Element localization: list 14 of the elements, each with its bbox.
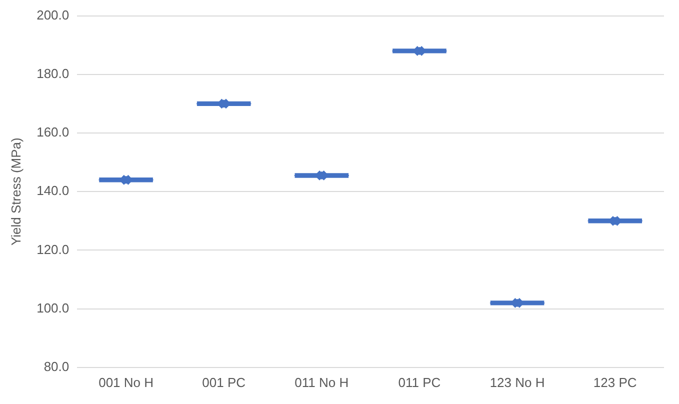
y-tick-label: 100.0 (36, 300, 70, 316)
x-tick-label: 123 PC (593, 374, 637, 390)
y-tick-label: 200.0 (36, 7, 70, 22)
x-tick-label: 001 No H (98, 374, 154, 390)
x-tick-label: 001 PC (202, 374, 246, 390)
y-tick-label: 180.0 (36, 66, 70, 81)
y-tick-label: 120.0 (36, 242, 70, 257)
x-tick-label: 123 No H (490, 374, 545, 390)
y-tick-label: 160.0 (36, 124, 70, 140)
x-tick-label: 011 No H (294, 374, 349, 390)
x-tick-label: 011 PC (398, 374, 441, 390)
y-axis-title: Yield Stress (MPa) (8, 138, 24, 246)
y-tick-label: 140.0 (36, 183, 70, 198)
y-tick-label: 80.0 (44, 358, 70, 374)
